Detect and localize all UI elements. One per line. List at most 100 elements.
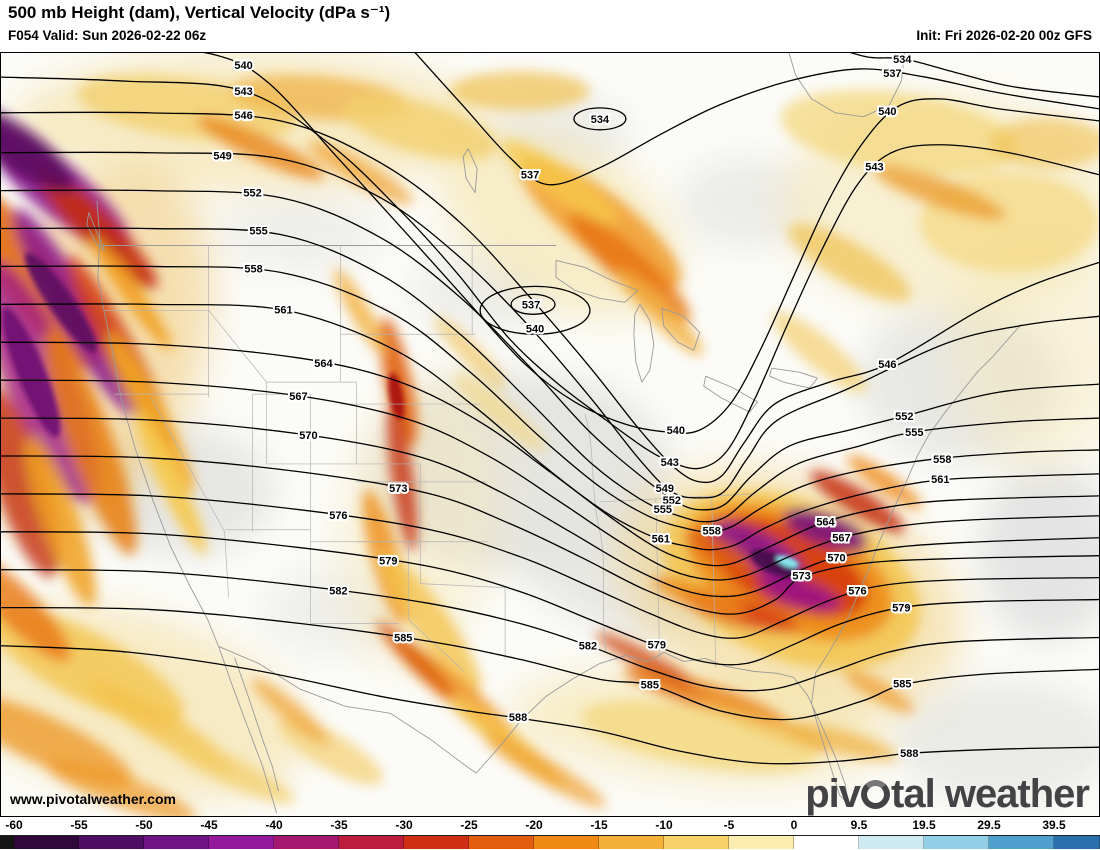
contour-label: 540 bbox=[526, 323, 544, 335]
colorbar-tick: -55 bbox=[70, 818, 88, 832]
contour-label: 585 bbox=[641, 679, 659, 691]
colorbar bbox=[0, 835, 1100, 849]
contour-label: 534 bbox=[893, 54, 912, 66]
contour-label: 588 bbox=[509, 712, 527, 724]
contour-label: 576 bbox=[329, 510, 347, 522]
map-canvas: 534 534 537 537 537 540 540 540 540 543 543 543 546 5… bbox=[1, 53, 1099, 816]
valid-time-label: F054 Valid: Sun 2026-02-22 06z bbox=[8, 28, 207, 43]
colorbar-area: -60 -55 -50 -45 -40 -35 -30 -25 -20 -15 -10 -5 0 9.5 1… bbox=[0, 817, 1100, 850]
contour-label: 561 bbox=[652, 534, 670, 546]
colorbar-segment bbox=[209, 836, 274, 849]
colorbar-tick: -25 bbox=[460, 818, 478, 832]
weather-map: 534 534 537 537 537 540 540 540 540 543 543 543 546 5… bbox=[0, 52, 1100, 817]
contour-label: 558 bbox=[703, 526, 721, 538]
contour-label: 546 bbox=[234, 110, 252, 122]
logo-text-part1: piv bbox=[805, 772, 861, 816]
contour-label: 561 bbox=[931, 474, 949, 486]
contour-label: 537 bbox=[522, 299, 540, 311]
contour-label: 552 bbox=[895, 411, 913, 423]
watermark-url: www.pivotalweather.com bbox=[10, 791, 176, 807]
colorbar-segment bbox=[274, 836, 339, 849]
colorbar-tick-labels: -60 -55 -50 -45 -40 -35 -30 -25 -20 -15 -10 -5 0 9.5 1… bbox=[0, 818, 1100, 835]
colorbar-tick: -15 bbox=[590, 818, 608, 832]
contour-label: 543 bbox=[661, 457, 679, 469]
colorbar-tick: -45 bbox=[200, 818, 218, 832]
contour-label: 555 bbox=[905, 427, 923, 439]
init-time-label: Init: Fri 2026-02-20 00z GFS bbox=[916, 28, 1092, 43]
contour-label: 555 bbox=[249, 226, 267, 238]
height-contours bbox=[1, 53, 1099, 765]
colorbar-segment bbox=[794, 836, 859, 849]
contour-label: 573 bbox=[792, 571, 810, 583]
contour-label: 537 bbox=[521, 170, 539, 182]
contour-label: 555 bbox=[654, 504, 672, 516]
contour-label: 573 bbox=[389, 483, 407, 495]
colorbar-tick: -30 bbox=[395, 818, 413, 832]
colorbar-segment bbox=[859, 836, 924, 849]
contour-label: 549 bbox=[656, 483, 674, 495]
contour-label: 588 bbox=[900, 748, 918, 760]
colorbar-tick: -20 bbox=[525, 818, 543, 832]
contour-label: 534 bbox=[591, 114, 610, 126]
colorbar-tick: -60 bbox=[5, 818, 23, 832]
colorbar-tick: 9.5 bbox=[850, 818, 868, 832]
colorbar-segment bbox=[144, 836, 209, 849]
colorbar-tick: 39.5 bbox=[1042, 818, 1066, 832]
pivotal-weather-logo: piv tal weather bbox=[805, 772, 1090, 816]
contour-label: 540 bbox=[234, 60, 252, 72]
colorbar-segment bbox=[1054, 836, 1100, 849]
colorbar-tick: -10 bbox=[655, 818, 673, 832]
contour-label: 549 bbox=[213, 151, 231, 163]
contour-label: 567 bbox=[832, 533, 850, 545]
contour-label: 558 bbox=[933, 454, 951, 466]
contour-label: 564 bbox=[816, 517, 835, 529]
vv-core-shading bbox=[1, 252, 799, 578]
contour-label: 546 bbox=[878, 359, 896, 371]
contour-label: 576 bbox=[848, 586, 866, 598]
contour-label: 579 bbox=[379, 556, 397, 568]
colorbar-segment bbox=[664, 836, 729, 849]
colorbar-segment bbox=[924, 836, 989, 849]
colorbar-segment bbox=[989, 836, 1054, 849]
logo-swirl-icon bbox=[861, 780, 891, 809]
colorbar-tick: 19.5 bbox=[912, 818, 936, 832]
contour-label: 543 bbox=[865, 162, 883, 174]
contour-label: 579 bbox=[648, 639, 666, 651]
colorbar-tick: -35 bbox=[330, 818, 348, 832]
contour-label: 540 bbox=[667, 425, 685, 437]
colorbar-segment bbox=[0, 836, 14, 849]
colorbar-segment bbox=[404, 836, 469, 849]
colorbar-segment bbox=[14, 836, 79, 849]
contour-label: 570 bbox=[827, 553, 845, 565]
colorbar-tick: 0 bbox=[790, 818, 798, 832]
colorbar-segment bbox=[534, 836, 599, 849]
page-title: 500 mb Height (dam), Vertical Velocity (… bbox=[8, 3, 391, 22]
contour-label: 585 bbox=[394, 632, 412, 644]
contour-label: 558 bbox=[244, 263, 262, 275]
colorbar-segment bbox=[79, 836, 144, 849]
contour-label: 582 bbox=[579, 640, 597, 652]
colorbar-tick: -40 bbox=[265, 818, 283, 832]
colorbar-tick: 29.5 bbox=[977, 818, 1001, 832]
contour-label: 561 bbox=[274, 304, 292, 316]
geography-borders bbox=[86, 53, 1022, 814]
colorbar-segment bbox=[729, 836, 794, 849]
contour-label: 564 bbox=[314, 358, 333, 370]
contour-label: 579 bbox=[892, 603, 910, 615]
contour-label: 570 bbox=[299, 430, 317, 442]
contour-label: 582 bbox=[329, 586, 347, 598]
logo-text-part2: tal weather bbox=[891, 772, 1090, 816]
contour-label: 552 bbox=[243, 188, 261, 200]
contour-label: 567 bbox=[289, 391, 307, 403]
colorbar-segment bbox=[599, 836, 664, 849]
contour-label: 537 bbox=[883, 68, 901, 80]
colorbar-tick: -50 bbox=[135, 818, 153, 832]
colorbar-segment bbox=[339, 836, 404, 849]
header: 500 mb Height (dam), Vertical Velocity (… bbox=[0, 0, 1100, 52]
contour-labels: 534 534 537 537 537 540 540 540 540 543 543 543 546 5… bbox=[211, 53, 953, 762]
contour-label: 540 bbox=[878, 106, 896, 118]
contour-label: 543 bbox=[234, 86, 252, 98]
colorbar-tick: -5 bbox=[723, 818, 735, 832]
contour-label: 552 bbox=[663, 495, 681, 507]
